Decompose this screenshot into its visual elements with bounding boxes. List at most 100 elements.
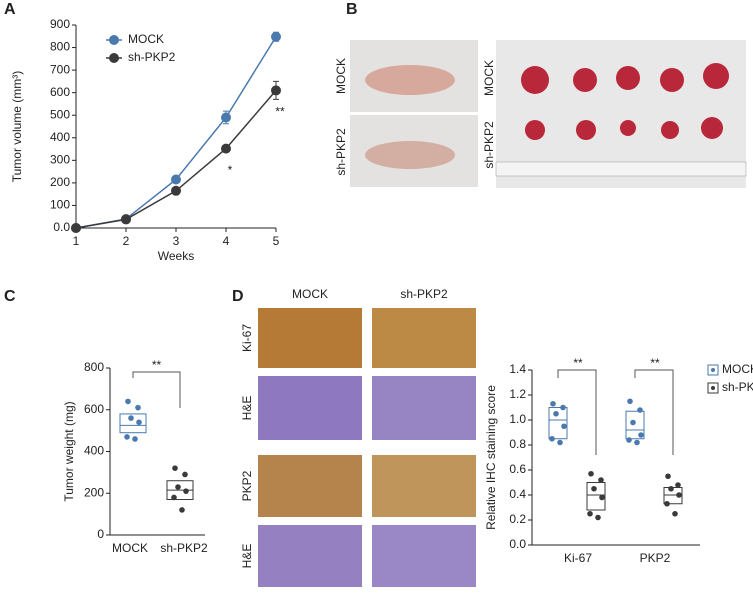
data-point [638,432,644,438]
line [75,89,277,229]
data-point [668,485,674,492]
ihc-image [372,455,476,517]
y-tick-label: 200 [84,485,104,499]
data-point [675,482,681,488]
bracket [634,369,674,455]
mouse [365,65,455,95]
box [119,413,147,434]
legend-marker [711,386,715,390]
bracket [557,369,597,455]
data-point [598,477,604,483]
legend-label: MOCK [722,362,753,376]
annotation: * [228,163,233,177]
data-point [664,500,670,507]
legend-marker [109,35,119,45]
data-point [136,419,142,426]
box [586,482,606,511]
legend-marker [707,382,719,394]
column-label: sh-PKP2 [400,287,448,301]
data-point [595,514,601,521]
panel-label: C [4,288,16,305]
annotation: ** [152,358,162,372]
ihc-image [258,455,362,517]
y-axis-label: Relative IHC staining score [484,385,498,530]
data-point [183,488,189,494]
ihc-image [372,308,476,368]
y-tick-label: 0.2 [509,512,526,526]
legend-label: sh-PKP2 [128,50,176,64]
row-label: MOCK [334,58,348,94]
data-point [672,510,678,517]
annotation: ** [573,356,583,370]
x-tick-label: Ki-67 [564,551,592,565]
data-point [135,404,141,411]
data-point [627,398,633,405]
data-point [553,410,559,417]
y-tick-label: 200 [50,175,70,189]
y-tick-label: 400 [50,130,70,144]
row-label: Ki-67 [240,324,254,352]
box [625,410,645,440]
row-label: H&E [240,544,254,569]
ihc-image [258,308,362,368]
y-axis-label: Tumor weight (mg) [62,401,76,501]
he-image [258,376,362,440]
y-tick-label: 800 [50,40,70,54]
row-label: H&E [240,396,254,421]
y-tick-label: 1.4 [509,362,526,376]
data-point [587,510,593,517]
y-tick-label: 800 [84,360,104,374]
point [71,223,81,233]
point [271,31,281,42]
y-tick-label: 600 [84,402,104,416]
y-tick-label: 1.2 [509,387,526,401]
data-point [124,434,130,440]
row-label: PKP2 [240,470,254,501]
ruler [495,161,747,177]
y-tick-label: 0.6 [509,462,526,476]
x-axis-label: Weeks [158,249,194,263]
x-tick-label: 5 [273,234,280,248]
row-label: MOCK [482,60,496,96]
data-point [182,471,188,478]
y-tick-label: 0.8 [509,437,526,451]
annotation: ** [650,356,660,370]
he-image [372,525,476,587]
legend-label: sh-PKP2 [722,380,753,394]
panel-label: B [346,1,358,18]
column-label: MOCK [292,287,328,301]
data-point [626,437,632,443]
legend-label: MOCK [128,32,164,46]
row-label: sh-PKP2 [334,128,348,176]
x-tick-label: sh-PKP2 [160,541,208,555]
x-tick-label: PKP2 [640,551,671,565]
x-tick-label: 1 [73,234,80,248]
data-point [637,407,643,413]
x-tick-label: 3 [173,234,180,248]
y-tick-label: 900 [50,17,70,31]
y-tick-label: 300 [50,153,70,167]
data-point [588,470,594,477]
he-image [372,376,476,440]
panel-label: D [232,288,244,305]
y-tick-label: 0.0 [53,220,70,234]
tumors [521,63,729,140]
bracket [132,371,181,408]
annotation: ** [275,105,285,119]
panel-label: A [4,1,16,18]
mouse [365,141,455,169]
y-tick-label: 0 [97,527,104,541]
point [121,214,131,225]
row-label: sh-PKP2 [482,121,496,169]
data-point [557,439,563,446]
point [221,112,231,123]
y-tick-label: 0.4 [509,487,526,501]
data-point [179,507,185,513]
data-point [132,436,138,442]
data-point [171,494,177,501]
data-point [676,492,682,498]
legend-marker [711,368,715,372]
point [171,174,181,185]
y-tick-label: 600 [50,85,70,99]
